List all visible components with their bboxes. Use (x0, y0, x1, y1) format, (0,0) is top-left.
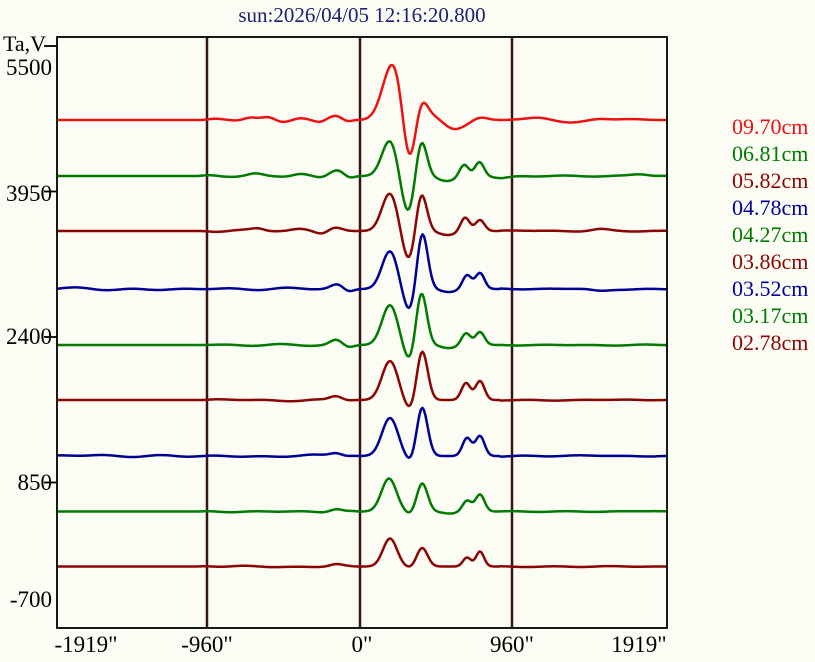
x-tick-label: 1919" (611, 632, 667, 657)
legend-item-09.70cm: 09.70cm (732, 114, 809, 139)
y-tick-label: 5500 (6, 55, 52, 80)
y-tick-label: 2400 (6, 324, 52, 349)
x-tick-label: -960" (181, 632, 233, 657)
trace-03.86cm (57, 350, 667, 408)
x-tick-label: 960" (490, 632, 534, 657)
legend-item-03.17cm: 03.17cm (732, 303, 809, 328)
legend-item-02.78cm: 02.78cm (732, 330, 809, 355)
legend-item-04.27cm: 04.27cm (732, 222, 809, 247)
x-tick-label: 0" (351, 632, 373, 657)
y-tick-label: 850 (17, 470, 53, 495)
trace-05.82cm (57, 192, 667, 259)
y-tick-label: -700 (9, 587, 52, 612)
trace-04.27cm (57, 292, 667, 358)
trace-09.70cm (57, 63, 667, 155)
trace-02.78cm (57, 537, 667, 569)
legend-item-06.81cm: 06.81cm (732, 141, 809, 166)
y-tick-label: 3950 (6, 181, 52, 206)
trace-06.81cm (57, 140, 667, 211)
legend-item-04.78cm: 04.78cm (732, 195, 809, 220)
chart-title: sun:2026/04/05 12:16:20.800 (238, 3, 486, 27)
trace-03.17cm (57, 477, 667, 515)
x-tick-label: -1919" (54, 632, 118, 657)
trace-03.52cm (57, 406, 667, 459)
legend-item-05.82cm: 05.82cm (732, 168, 809, 193)
legend-item-03.52cm: 03.52cm (732, 276, 809, 301)
y-axis-title: Ta,V (3, 31, 47, 56)
trace-04.78cm (57, 233, 667, 310)
legend-item-03.86cm: 03.86cm (732, 249, 809, 274)
plot-border (56, 36, 668, 629)
